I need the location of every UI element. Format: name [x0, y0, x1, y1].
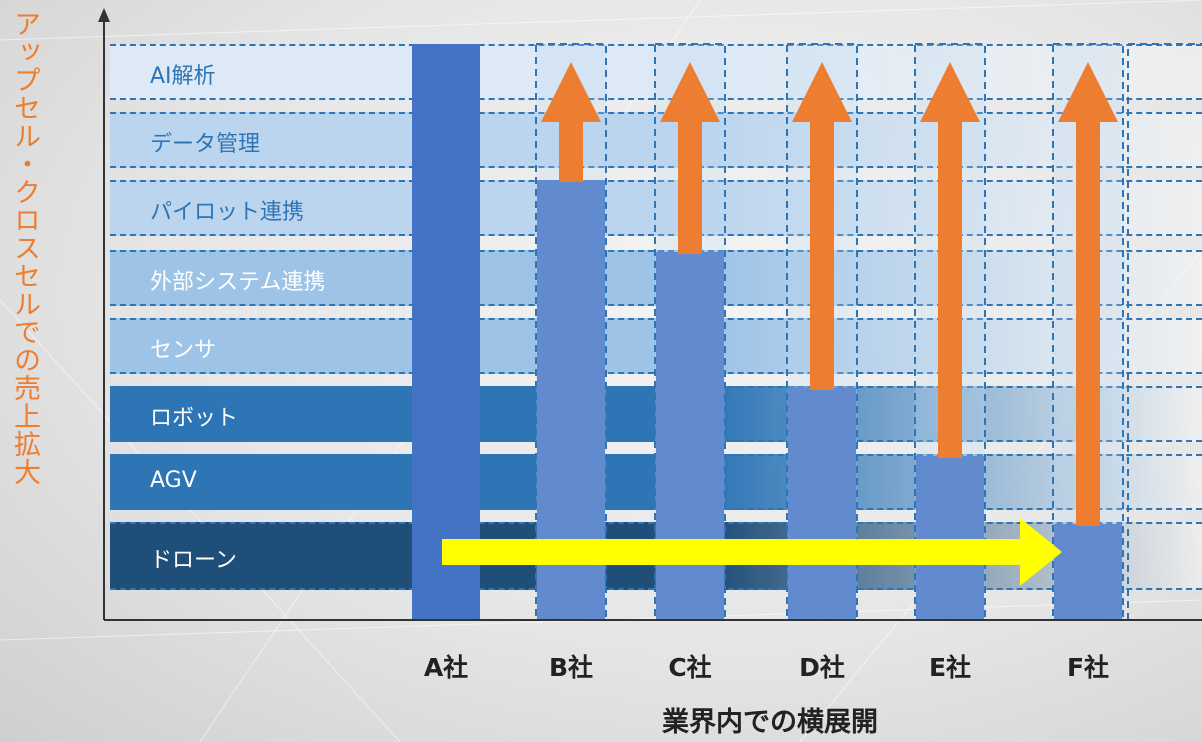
- x-axis-title: 業界内での横展開: [662, 707, 878, 738]
- upsell-arrow: [792, 62, 852, 390]
- layer-label: AI解析: [150, 64, 216, 89]
- company-label: E社: [928, 653, 972, 682]
- layer-label: センサ: [150, 338, 217, 363]
- company-bar: [1054, 524, 1122, 620]
- company-bar: [916, 456, 984, 620]
- y-axis-title: アップセル・クロスセルでの売上拡大: [9, 10, 40, 486]
- company-label: D社: [799, 653, 845, 682]
- company-label: B社: [548, 653, 594, 682]
- layer-label: パイロット連携: [150, 200, 305, 225]
- layer-label: ロボット: [150, 406, 239, 431]
- potential-column: [1127, 43, 1202, 621]
- layer-label: データ管理: [150, 132, 261, 157]
- company-label: F社: [1066, 653, 1110, 682]
- layer-label: 外部システム連携: [150, 270, 326, 295]
- layer-label: ドローン: [150, 548, 237, 573]
- upsell-arrow: [920, 62, 980, 458]
- upsell-arrow: [660, 62, 720, 254]
- company-bar: [412, 44, 480, 620]
- company-label: A社: [423, 653, 469, 682]
- upsell-arrow: [541, 62, 601, 182]
- y-axis-arrowhead: [98, 8, 110, 22]
- company-bar: [788, 388, 856, 620]
- company-label: C社: [668, 653, 712, 682]
- layer-label: AGV: [150, 468, 197, 493]
- upsell-arrow: [1058, 62, 1118, 526]
- expansion-arrow: [442, 518, 1062, 586]
